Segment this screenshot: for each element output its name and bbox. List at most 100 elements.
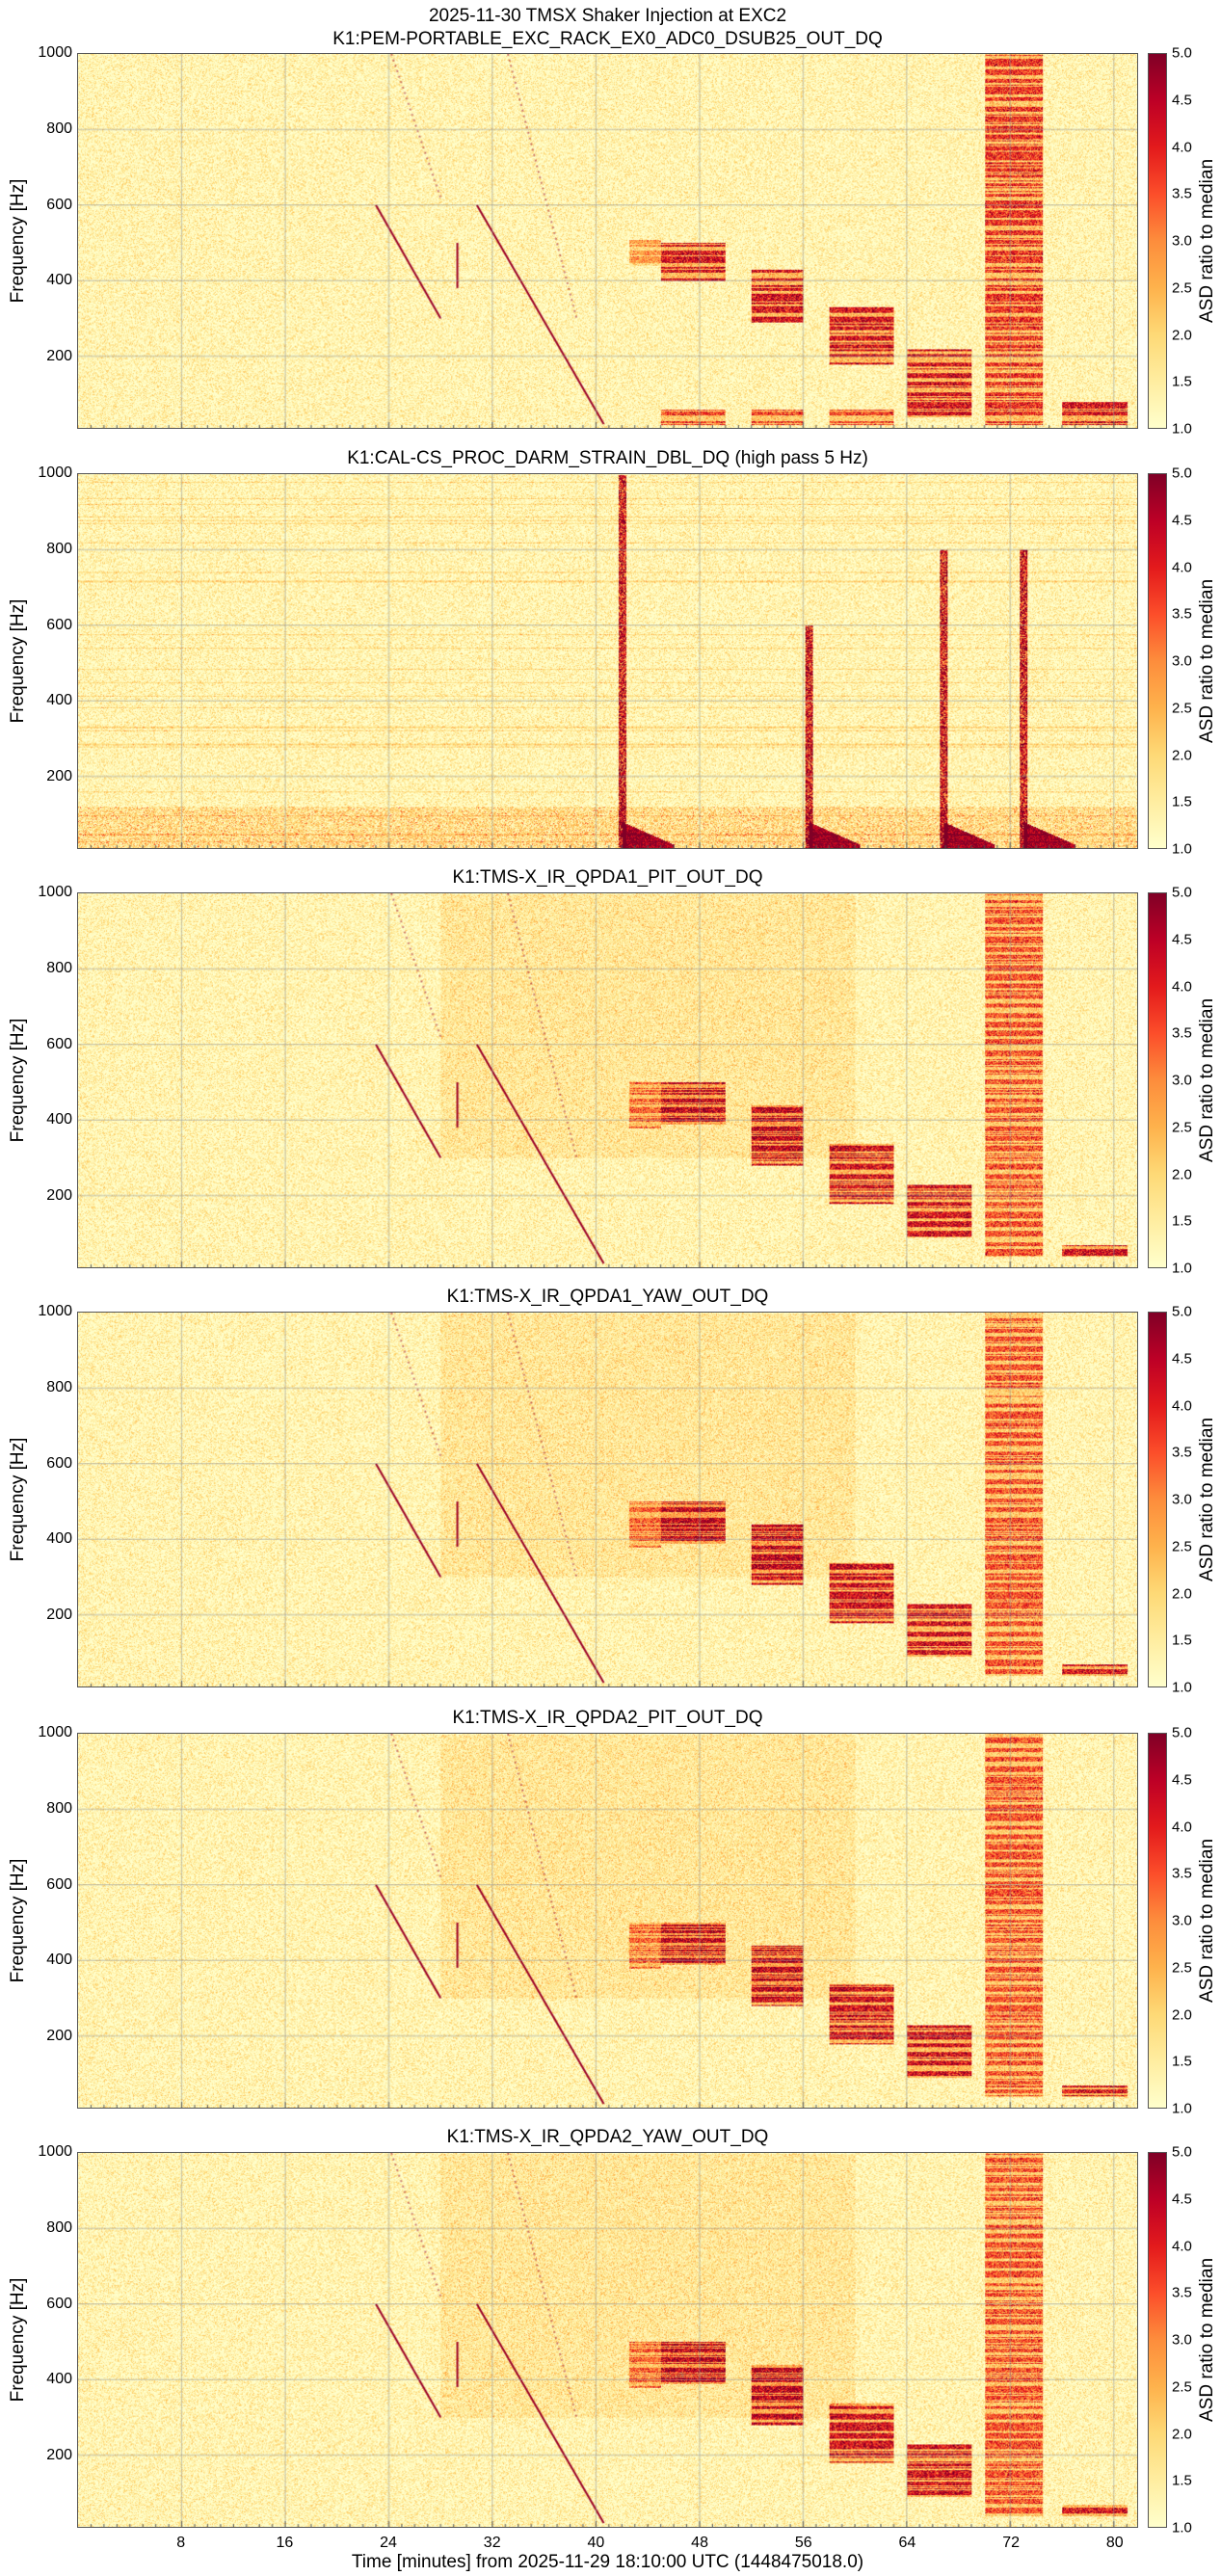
colorbar-tick-label: 5.0: [1172, 2143, 1192, 2161]
x-tick-label: 16: [276, 2535, 294, 2551]
y-tick-label: 400: [46, 1111, 72, 1129]
colorbar-tick-label: 2.0: [1172, 327, 1192, 343]
colorbar-tick-label: 4.0: [1172, 1397, 1192, 1414]
y-tick-label: 400: [46, 272, 72, 289]
colorbar: [1148, 473, 1167, 849]
spectrogram-panel: K1:PEM-PORTABLE_EXC_RACK_EX0_ADC0_DSUB25…: [0, 24, 1221, 448]
colorbar-tick-label: 3.5: [1172, 185, 1192, 202]
y-tick-label: 1000: [38, 2143, 72, 2160]
y-tick-label: 600: [46, 2295, 72, 2312]
colorbar-tick-label: 2.0: [1172, 2006, 1192, 2023]
colorbar-tick-label: 4.0: [1172, 139, 1192, 155]
colorbar-tick-label: 3.5: [1172, 1444, 1192, 1461]
y-axis-label: Frequency [Hz]: [8, 1018, 28, 1143]
colorbar-tick-label: 5.0: [1172, 465, 1192, 482]
spectrogram-axes: [77, 2152, 1138, 2528]
colorbar-tick-label: 2.0: [1172, 1166, 1192, 1182]
colorbar-label: ASD ratio to median: [1197, 1417, 1217, 1582]
x-tick-label: 32: [483, 2535, 501, 2551]
y-tick-label: 800: [46, 120, 72, 137]
y-axis-label: Frequency [Hz]: [8, 1858, 28, 1983]
y-tick-label: 1000: [38, 1724, 72, 1740]
panel-title: K1:TMS-X_IR_QPDA1_YAW_OUT_DQ: [446, 1287, 769, 1307]
colorbar-tick-label: 2.0: [1172, 2426, 1192, 2442]
y-tick-label: 600: [46, 196, 72, 213]
colorbar-tick-label: 1.0: [1172, 840, 1192, 858]
y-tick-label: 200: [46, 1607, 72, 1624]
colorbar-label: ASD ratio to median: [1197, 1838, 1217, 2004]
y-axis-label: Frequency [Hz]: [8, 1437, 28, 1562]
colorbar: [1148, 1733, 1167, 2109]
colorbar-tick-label: 4.0: [1172, 2238, 1192, 2254]
panel-title: K1:TMS-X_IR_QPDA1_PIT_OUT_DQ: [452, 867, 763, 888]
colorbar-tick-label: 5.0: [1172, 44, 1192, 62]
y-axis-label: Frequency [Hz]: [8, 598, 28, 724]
colorbar-tick-label: 2.0: [1172, 747, 1192, 763]
spectrogram-axes: [77, 1312, 1138, 1687]
colorbar-tick-label: 4.0: [1172, 559, 1192, 575]
y-tick-label: 400: [46, 2371, 72, 2388]
y-tick-label: 400: [46, 1952, 72, 1969]
colorbar-tick-label: 4.5: [1172, 512, 1192, 529]
colorbar-tick-label: 2.5: [1172, 1119, 1192, 1136]
x-tick-label: 72: [1002, 2535, 1020, 2551]
spectrogram-axes: [77, 473, 1138, 849]
spectrogram-image: [78, 1313, 1137, 1686]
colorbar-label: ASD ratio to median: [1197, 158, 1217, 324]
x-tick-label: 8: [176, 2535, 186, 2551]
colorbar-tick-label: 2.0: [1172, 1585, 1192, 1602]
colorbar: [1148, 2152, 1167, 2528]
colorbar-tick-label: 1.5: [1172, 2053, 1192, 2070]
colorbar-tick-label: 1.0: [1172, 2519, 1192, 2536]
y-tick-label: 800: [46, 1378, 72, 1395]
spectrogram-panel: K1:TMS-X_IR_QPDA1_PIT_OUT_DQ Frequency [H…: [0, 863, 1221, 1288]
colorbar-tick-label: 5.0: [1172, 1303, 1192, 1320]
x-tick-label: 48: [691, 2535, 708, 2551]
colorbar-tick-label: 1.5: [1172, 373, 1192, 390]
spectrogram-panel: K1:TMS-X_IR_QPDA2_PIT_OUT_DQ Frequency [H…: [0, 1704, 1221, 2128]
y-tick-label: 200: [46, 2447, 72, 2464]
panel-title: K1:TMS-X_IR_QPDA2_PIT_OUT_DQ: [452, 1708, 763, 1728]
colorbar-tick-label: 4.5: [1172, 92, 1192, 109]
y-tick-label: 600: [46, 1035, 72, 1052]
spectrogram-image: [78, 474, 1137, 848]
y-tick-label: 800: [46, 2218, 72, 2236]
colorbar: [1148, 892, 1167, 1268]
colorbar-tick-label: 1.5: [1172, 1632, 1192, 1649]
colorbar-tick-label: 5.0: [1172, 1724, 1192, 1741]
colorbar-tick-label: 4.5: [1172, 931, 1192, 948]
y-tick-label: 1000: [38, 1303, 72, 1319]
x-tick-label: 80: [1105, 2535, 1124, 2551]
colorbar-tick-label: 3.5: [1172, 1865, 1192, 1882]
colorbar-tick-label: 3.5: [1172, 1024, 1192, 1042]
colorbar: [1148, 1312, 1167, 1687]
colorbar-tick-label: 2.5: [1172, 1959, 1192, 1977]
colorbar-tick-label: 3.0: [1172, 2331, 1192, 2349]
colorbar-tick-label: 3.0: [1172, 1491, 1192, 1508]
colorbar: [1148, 53, 1167, 429]
colorbar-tick-label: 4.0: [1172, 978, 1192, 995]
colorbar-tick-label: 2.5: [1172, 279, 1192, 297]
colorbar-tick-label: 4.0: [1172, 1819, 1192, 1835]
y-tick-label: 800: [46, 959, 72, 976]
colorbar-tick-label: 5.0: [1172, 884, 1192, 901]
colorbar-tick-label: 1.0: [1172, 1679, 1192, 1696]
colorbar-tick-label: 3.0: [1172, 652, 1192, 670]
colorbar-tick-label: 1.0: [1172, 420, 1192, 438]
spectrogram-panel: K1:TMS-X_IR_QPDA1_YAW_OUT_DQ Frequency [H…: [0, 1283, 1221, 1707]
panel-title: K1:CAL-CS_PROC_DARM_STRAIN_DBL_DQ (high …: [347, 448, 868, 468]
colorbar-tick-label: 1.0: [1172, 2100, 1192, 2117]
colorbar-tick-label: 3.5: [1172, 2284, 1192, 2301]
colorbar-tick-label: 3.5: [1172, 605, 1192, 623]
panel-title: K1:PEM-PORTABLE_EXC_RACK_EX0_ADC0_DSUB25…: [332, 29, 883, 49]
x-axis-label: Time [minutes] from 2025-11-29 18:10:00 …: [351, 2552, 864, 2572]
colorbar-tick-label: 1.5: [1172, 1212, 1192, 1230]
colorbar-tick-label: 1.5: [1172, 793, 1192, 810]
figure-title: 2025-11-30 TMSX Shaker Injection at EXC2: [428, 6, 787, 26]
spectrogram-axes: [77, 892, 1138, 1268]
y-axis-label: Frequency [Hz]: [8, 178, 28, 304]
x-tick-label: 56: [794, 2535, 812, 2551]
spectrogram-axes: [77, 53, 1138, 429]
y-tick-label: 200: [46, 1187, 72, 1205]
colorbar-tick-label: 4.5: [1172, 1350, 1192, 1368]
